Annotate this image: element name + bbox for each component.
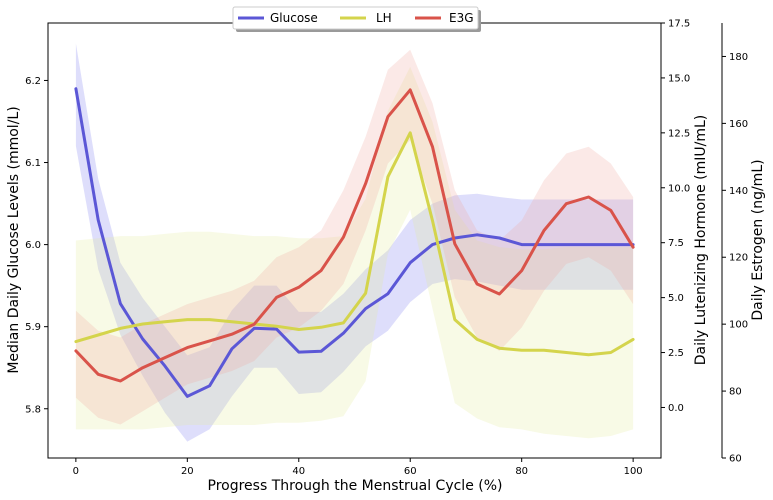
lh-tick-label: 17.5 xyxy=(668,19,690,30)
estrogen-tick-label: 120 xyxy=(729,253,748,264)
glucose-tick-label: 6.0 xyxy=(25,240,41,251)
band-e3g xyxy=(75,49,634,425)
x-tick-label: 60 xyxy=(404,466,417,477)
estrogen-tick-label: 140 xyxy=(729,186,748,197)
glucose-tick-label: 5.9 xyxy=(25,322,41,333)
series-lines xyxy=(74,87,635,398)
legend-label-e3g: E3G xyxy=(449,11,474,25)
line-lh xyxy=(74,131,635,357)
legend: Glucose LH E3G xyxy=(232,6,481,32)
estrogen-axis-title: Daily Estrogen (ng/mL) xyxy=(750,159,766,320)
x-tick-label: 20 xyxy=(181,466,194,477)
estrogen-tick-label: 60 xyxy=(729,454,742,465)
lh-tick-label: 5.0 xyxy=(668,293,684,304)
lh-tick-label: 2.5 xyxy=(668,348,684,359)
confidence-bands xyxy=(75,43,634,442)
lh-tick-label: 10.0 xyxy=(668,183,690,194)
x-tick-label: 40 xyxy=(292,466,305,477)
legend-label-lh: LH xyxy=(376,11,392,25)
glucose-tick-label: 5.8 xyxy=(25,404,41,415)
x-axis-title: Progress Through the Menstrual Cycle (%) xyxy=(208,478,503,494)
estrogen-tick-label: 160 xyxy=(729,119,748,130)
x-tick-label: 100 xyxy=(624,466,643,477)
line-e3g xyxy=(74,88,635,383)
lh-tick-label: 12.5 xyxy=(668,128,690,139)
lh-tick-label: 7.5 xyxy=(668,238,684,249)
glucose-tick-label: 6.1 xyxy=(25,158,41,169)
legend-label-glucose: Glucose xyxy=(270,11,318,25)
axis-ticks: 0 20 40 60 80 100 5.8 5.9 6.0 6.1 6.2 0.0 2.5 5.0 7.5 1… xyxy=(25,19,748,478)
line-glucose xyxy=(74,87,635,398)
x-tick-label: 80 xyxy=(515,466,528,477)
estrogen-tick-label: 180 xyxy=(729,52,748,63)
lh-axis-title: Daily Lutenizing Hormone (mIU/mL) xyxy=(693,115,709,365)
estrogen-tick-label: 100 xyxy=(729,320,748,331)
x-tick-label: 0 xyxy=(73,466,79,477)
glucose-tick-label: 6.2 xyxy=(25,76,41,87)
lh-tick-label: 15.0 xyxy=(668,73,690,84)
band-glucose xyxy=(75,43,634,442)
estrogen-tick-label: 80 xyxy=(729,387,742,398)
glucose-axis-title: Median Daily Glucose Levels (mmol/L) xyxy=(6,106,22,373)
lh-tick-label: 0.0 xyxy=(668,403,684,414)
